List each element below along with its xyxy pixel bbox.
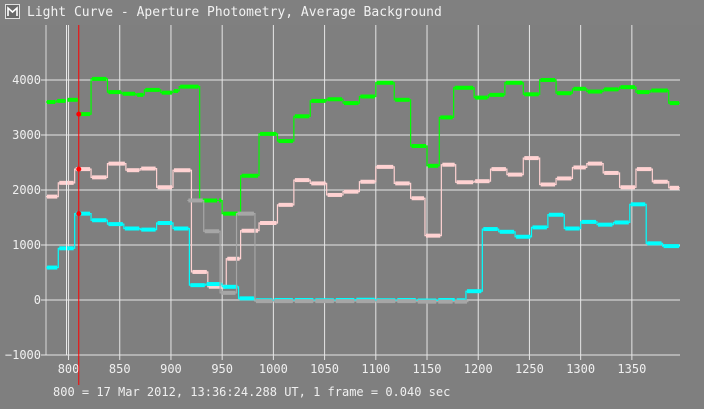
cursor-marker: [76, 166, 82, 172]
time-scale-info: 800 = 17 Mar 2012, 13:36:24.288 UT, 1 fr…: [53, 385, 451, 399]
x-tick-label: 800: [58, 362, 80, 376]
x-tick-label: 1150: [413, 362, 442, 376]
y-tick-label: −1000: [5, 348, 41, 362]
x-tick-label: 1250: [515, 362, 544, 376]
title-bar[interactable]: Light Curve - Aperture Photometry, Avera…: [0, 0, 704, 25]
x-tick-label: 1000: [259, 362, 288, 376]
cursor-marker: [76, 111, 82, 117]
x-tick-label: 850: [109, 362, 131, 376]
cyan-series-line: [46, 203, 680, 302]
light-curve-app-icon: [5, 4, 20, 19]
y-tick-label: 4000: [12, 73, 41, 87]
y-tick-label: 1000: [12, 238, 41, 252]
x-tick-label: 1350: [617, 362, 646, 376]
y-tick-label: 0: [34, 293, 41, 307]
x-tick-label: 1100: [361, 362, 390, 376]
y-tick-label: 2000: [12, 183, 41, 197]
x-tick-label: 900: [160, 362, 182, 376]
window-title: Light Curve - Aperture Photometry, Avera…: [27, 5, 442, 20]
x-tick-label: 1200: [464, 362, 493, 376]
cursor-marker: [76, 211, 82, 217]
x-tick-label: 1300: [566, 362, 595, 376]
x-tick-label: 1050: [310, 362, 339, 376]
green-series-line: [46, 78, 680, 215]
y-tick-label: 3000: [12, 128, 41, 142]
x-tick-label: 950: [211, 362, 233, 376]
